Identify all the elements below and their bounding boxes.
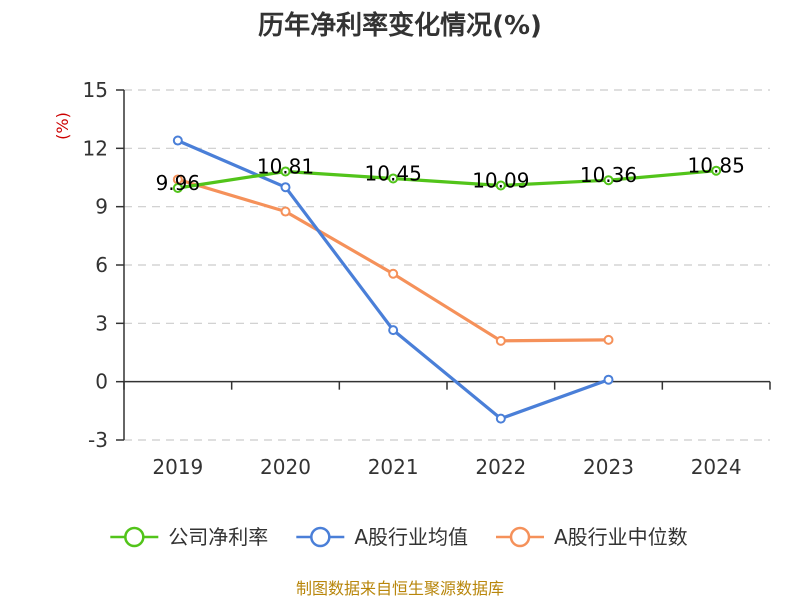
series-0-point-2024 (711, 165, 722, 176)
legend-label-0: 公司净利率 (168, 525, 268, 549)
y-tick-label-5: 0 (95, 370, 108, 394)
series-lines (172, 135, 722, 424)
series-line-0 (176, 169, 718, 190)
y-tick-label-6: -3 (88, 428, 108, 452)
series-0-point-2020 (280, 166, 291, 177)
grid-lines (124, 89, 770, 441)
data-label-2024: 10.85 (688, 154, 745, 178)
x-tick-label-2020: 2020 (260, 455, 311, 479)
data-label-2019: 9.96 (156, 171, 201, 195)
series-1-point-2022 (495, 413, 506, 424)
legend-swatch-marker-2 (509, 526, 531, 548)
data-labels: 9.96 10.81 10.45 10.09 10.36 10.85 (156, 154, 745, 195)
series-0-point-2019 (172, 183, 183, 193)
x-tick-label-2021: 2021 (368, 455, 419, 479)
data-source-note: 制图数据来自恒生聚源数据库 (296, 579, 504, 598)
y-tick-label-2: 9 (95, 195, 108, 219)
legend[interactable]: 公司净利率 A股行业均值 A股行业中位数 (110, 525, 688, 549)
data-label-2020: 10.81 (257, 154, 314, 178)
series-2-point-2022 (495, 335, 506, 346)
series-0-point-2023 (603, 175, 614, 186)
data-label-2023: 10.36 (580, 163, 637, 187)
chart-title: 历年净利率变化情况(%) (258, 10, 542, 41)
x-tick-label-2023: 2023 (583, 455, 634, 479)
series-0-point-2022 (495, 180, 506, 191)
series-1-point-2023 (603, 374, 614, 385)
y-tick-label-3: 6 (95, 253, 108, 277)
x-tick-label-2022: 2022 (475, 455, 526, 479)
legend-swatch-marker-1 (310, 526, 331, 548)
axes: 15 12 9 6 3 0 -3 2019 2020 2021 2022 2023 2024 (83, 78, 771, 479)
series-line-2 (176, 177, 611, 343)
legend-label-1: A股行业均值 (354, 525, 468, 549)
legend-item-0[interactable]: 公司净利率 (110, 525, 268, 549)
legend-item-1[interactable]: A股行业均值 (296, 525, 468, 549)
legend-swatch-marker-0 (124, 526, 145, 548)
x-tick-label-2024: 2024 (691, 455, 742, 479)
series-2-point-2021 (388, 268, 399, 279)
series-1-point-2021 (388, 325, 399, 336)
y-tick-label-1: 12 (83, 136, 108, 160)
y-axis-unit-label: (%) (53, 112, 72, 140)
y-tick-label-0: 15 (83, 78, 108, 102)
data-label-2022: 10.09 (472, 168, 529, 192)
series-0-point-2021 (388, 173, 399, 184)
legend-item-2[interactable]: A股行业中位数 (496, 525, 688, 549)
series-1-point-2020 (280, 182, 291, 193)
y-tick-label-4: 3 (95, 311, 108, 335)
data-label-2021: 10.45 (365, 161, 422, 185)
series-2-point-2023 (603, 334, 614, 345)
x-tick-label-2019: 2019 (152, 455, 203, 479)
series-2-point-2020 (280, 206, 291, 217)
series-1-point-2019 (172, 135, 183, 146)
legend-label-2: A股行业中位数 (554, 525, 688, 549)
